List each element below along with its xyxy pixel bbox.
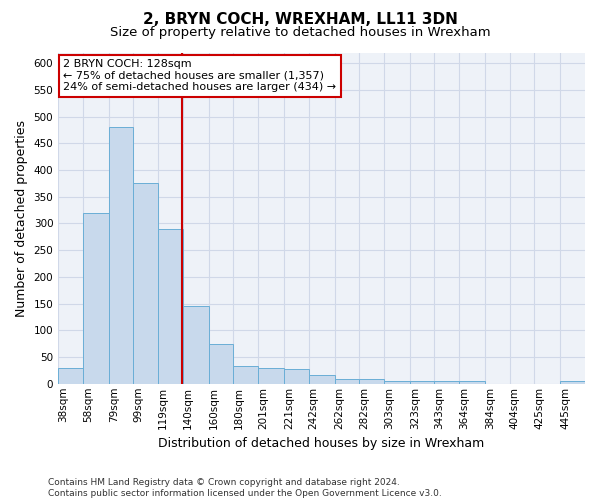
Text: 2 BRYN COCH: 128sqm
← 75% of detached houses are smaller (1,357)
24% of semi-det: 2 BRYN COCH: 128sqm ← 75% of detached ho… (64, 59, 337, 92)
Bar (284, 369, 308, 384)
Bar (233, 366, 258, 384)
Bar (560, 381, 585, 384)
Bar (158, 229, 183, 384)
Bar (183, 306, 209, 384)
Text: Contains HM Land Registry data © Crown copyright and database right 2024.
Contai: Contains HM Land Registry data © Crown c… (48, 478, 442, 498)
Bar (133, 184, 158, 384)
Bar (434, 381, 459, 384)
Y-axis label: Number of detached properties: Number of detached properties (15, 120, 28, 316)
Bar (109, 128, 133, 384)
Bar (459, 381, 485, 384)
Bar (410, 381, 434, 384)
Bar (359, 380, 384, 384)
Bar (384, 381, 410, 384)
Bar (258, 368, 284, 384)
Bar (308, 374, 335, 384)
Text: 2, BRYN COCH, WREXHAM, LL11 3DN: 2, BRYN COCH, WREXHAM, LL11 3DN (143, 12, 457, 28)
Text: Size of property relative to detached houses in Wrexham: Size of property relative to detached ho… (110, 26, 490, 39)
Bar (335, 380, 359, 384)
Bar (58, 368, 83, 384)
X-axis label: Distribution of detached houses by size in Wrexham: Distribution of detached houses by size … (158, 437, 485, 450)
Bar (209, 344, 233, 384)
Bar (83, 213, 109, 384)
